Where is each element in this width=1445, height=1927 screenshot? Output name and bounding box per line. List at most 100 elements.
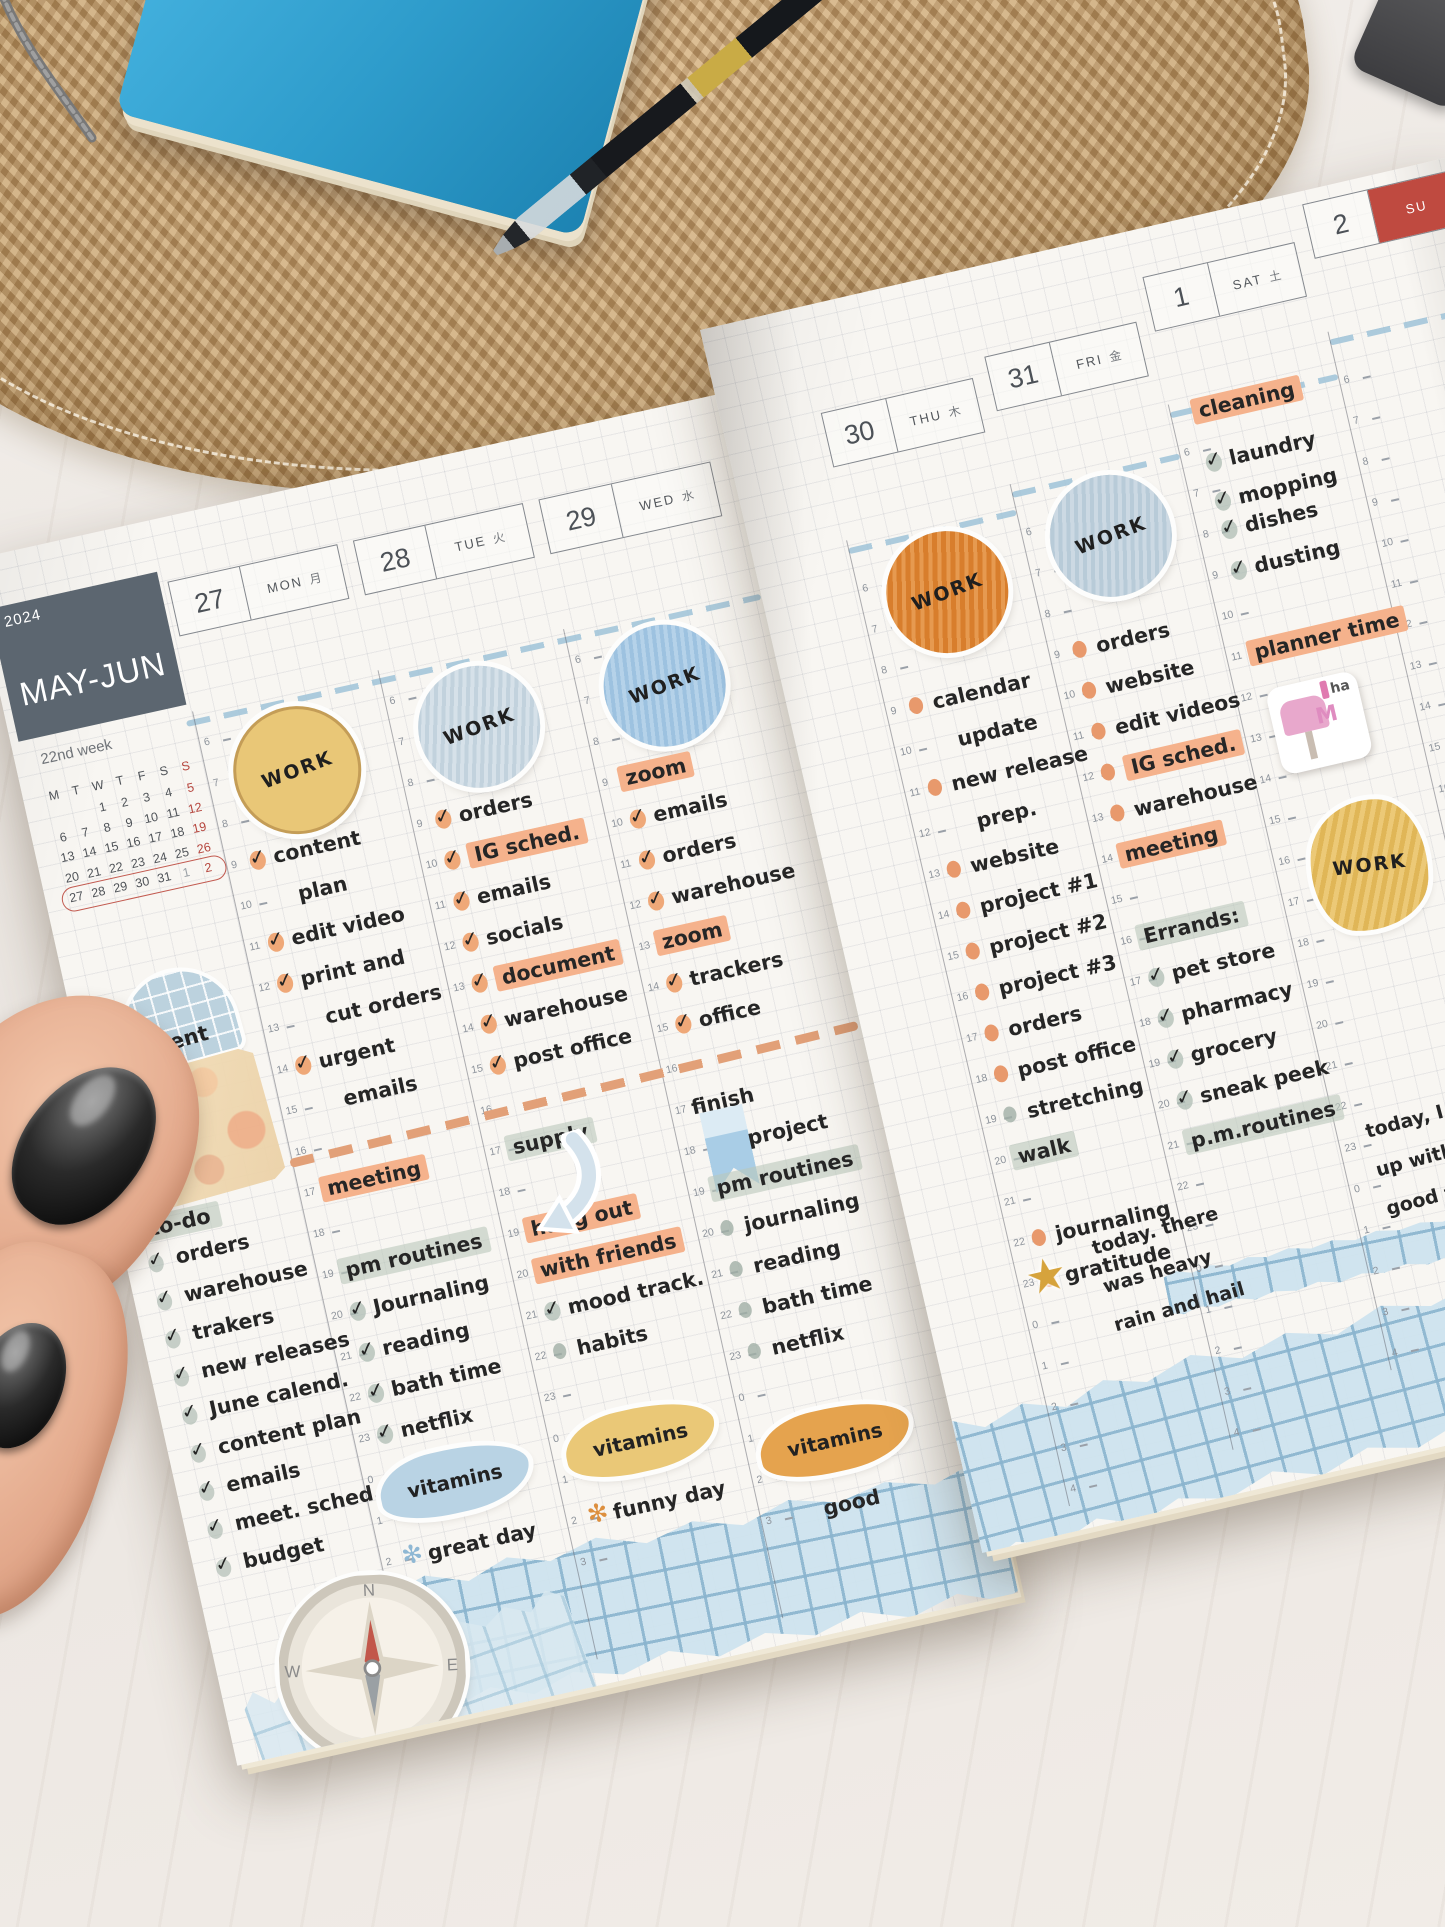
hour-label: 12 bbox=[917, 826, 932, 841]
hour-label: 11 bbox=[619, 857, 633, 872]
hour-label: 9 bbox=[1211, 568, 1220, 582]
hour-label: 12 bbox=[628, 898, 643, 913]
hour-tick bbox=[593, 655, 602, 659]
month-title: MAY-JUN bbox=[16, 644, 169, 713]
entry-text: urgent emails bbox=[316, 1027, 423, 1129]
work-sticker-label: WORK bbox=[908, 568, 986, 616]
hour-label: 0 bbox=[551, 1432, 561, 1446]
hour-tick bbox=[1401, 1307, 1410, 1311]
hour-label: 13 bbox=[266, 1021, 281, 1036]
work-sticker-label: WORK bbox=[258, 746, 336, 794]
hour-label: 22 bbox=[533, 1349, 548, 1364]
hour-label: 6 bbox=[573, 653, 583, 667]
hour-tick bbox=[426, 778, 435, 782]
hour-label: 13 bbox=[637, 939, 652, 954]
hour-label: 21 bbox=[710, 1267, 725, 1282]
dashed-rule bbox=[1329, 300, 1445, 346]
hour-tick bbox=[1410, 1348, 1419, 1352]
day-name-box: MON 月 bbox=[240, 545, 348, 619]
hour-label: 8 bbox=[591, 735, 601, 749]
week-number-label: 22nd week bbox=[39, 735, 114, 769]
entry: planner time bbox=[1245, 603, 1412, 680]
hour-label: 2 bbox=[1050, 1400, 1059, 1414]
hour-tick bbox=[1391, 1266, 1400, 1270]
hour-label: 3 bbox=[579, 1555, 588, 1569]
hour-label: 2 bbox=[1213, 1344, 1222, 1358]
work-sticker-label: WORK bbox=[1072, 512, 1150, 560]
hour-tick bbox=[1428, 661, 1437, 666]
month-header-block: 2024 MAY-JUN bbox=[0, 571, 187, 742]
hour-label: 11 bbox=[433, 898, 447, 913]
hour-label: 16 bbox=[955, 989, 970, 1005]
day-header: 1 SAT 土 bbox=[1142, 242, 1308, 332]
day-number: 31 bbox=[985, 342, 1062, 411]
work-scribble-label: WORK bbox=[1331, 850, 1408, 881]
hour-label: 10 bbox=[1380, 535, 1395, 550]
hour-label: 1 bbox=[746, 1432, 755, 1446]
vitamins-label: vitamins bbox=[404, 1458, 505, 1504]
entry-line: funny day bbox=[610, 1473, 731, 1539]
entry-line: meeting bbox=[317, 1152, 433, 1217]
hour-tick bbox=[1089, 1484, 1098, 1488]
hour-label: 17 bbox=[673, 1103, 688, 1118]
bookmark-cord-icon bbox=[0, 0, 97, 143]
hour-label: 19 bbox=[506, 1226, 521, 1241]
hour-tick bbox=[1079, 1443, 1088, 1447]
hour-label: 2 bbox=[1371, 1264, 1381, 1278]
dark-corner-object bbox=[1349, 0, 1445, 111]
hour-tick bbox=[1335, 1021, 1344, 1025]
entry-line: great day bbox=[425, 1515, 542, 1580]
hour-tick bbox=[1287, 816, 1297, 820]
hour-label: 20 bbox=[515, 1267, 530, 1282]
hour-tick bbox=[1419, 620, 1428, 625]
hour-tick bbox=[1278, 775, 1287, 779]
entry: funny day bbox=[585, 1473, 731, 1544]
hour-tick bbox=[599, 1557, 608, 1561]
hour-label: 3 bbox=[1059, 1441, 1068, 1455]
hour-label: 17 bbox=[1128, 974, 1143, 989]
entry-line-text: planner time bbox=[1245, 604, 1409, 667]
hour-label: 6 bbox=[861, 581, 870, 595]
hour-label: 12 bbox=[442, 939, 457, 954]
hour-label: 10 bbox=[239, 898, 254, 913]
hour-label: 17 bbox=[965, 1030, 980, 1046]
hour-label: 11 bbox=[1389, 576, 1404, 591]
arrow-sticker-icon bbox=[535, 1127, 602, 1234]
day-name-box: SAT 土 bbox=[1208, 243, 1306, 315]
hour-tick bbox=[757, 1393, 766, 1397]
work-sticker: WORK bbox=[591, 612, 738, 759]
hour-label: 8 bbox=[879, 663, 889, 677]
hour-tick bbox=[1316, 939, 1325, 943]
hour-label: 16 bbox=[1436, 781, 1445, 796]
hour-label: 10 bbox=[424, 857, 439, 872]
entry-line-text: meeting bbox=[317, 1153, 431, 1203]
hour-tick bbox=[1409, 579, 1418, 584]
hour-label: 15 bbox=[1109, 892, 1124, 908]
hour-label: 14 bbox=[936, 908, 951, 923]
hour-label: 6 bbox=[1342, 373, 1351, 387]
entry-text: funny day bbox=[610, 1473, 731, 1539]
hour-tick bbox=[1390, 498, 1400, 502]
day-kanji: 金 bbox=[1107, 347, 1123, 364]
vitamins-sticker: vitamins bbox=[559, 1392, 722, 1488]
vitamins-label: vitamins bbox=[590, 1417, 691, 1462]
hour-label: 23 bbox=[1343, 1140, 1358, 1155]
hour-label: 10 bbox=[1220, 608, 1235, 623]
hour-label: 7 bbox=[870, 622, 879, 636]
hour-label: 18 bbox=[1138, 1015, 1153, 1030]
hour-tick bbox=[222, 737, 231, 741]
hour-label: 6 bbox=[1024, 525, 1034, 539]
hour-label: 20 bbox=[1315, 1017, 1330, 1033]
hour-label: 21 bbox=[1002, 1194, 1017, 1209]
entry-text: meeting bbox=[317, 1152, 433, 1217]
hour-label: 13 bbox=[451, 980, 466, 995]
hour-tick bbox=[1240, 611, 1249, 616]
hour-label: 14 bbox=[461, 1021, 476, 1036]
hour-label: 14 bbox=[646, 980, 661, 995]
mini-calendar: M T W T F S S 1 2 3 4 5 6 7 8 9 10 11 12 13 14 15 16 17 18 19 20 21… bbox=[41, 754, 229, 915]
hour-tick bbox=[1344, 1062, 1353, 1066]
hour-label: 19 bbox=[983, 1112, 999, 1127]
hour-label: 6 bbox=[202, 735, 212, 749]
hour-label: 7 bbox=[211, 776, 221, 790]
